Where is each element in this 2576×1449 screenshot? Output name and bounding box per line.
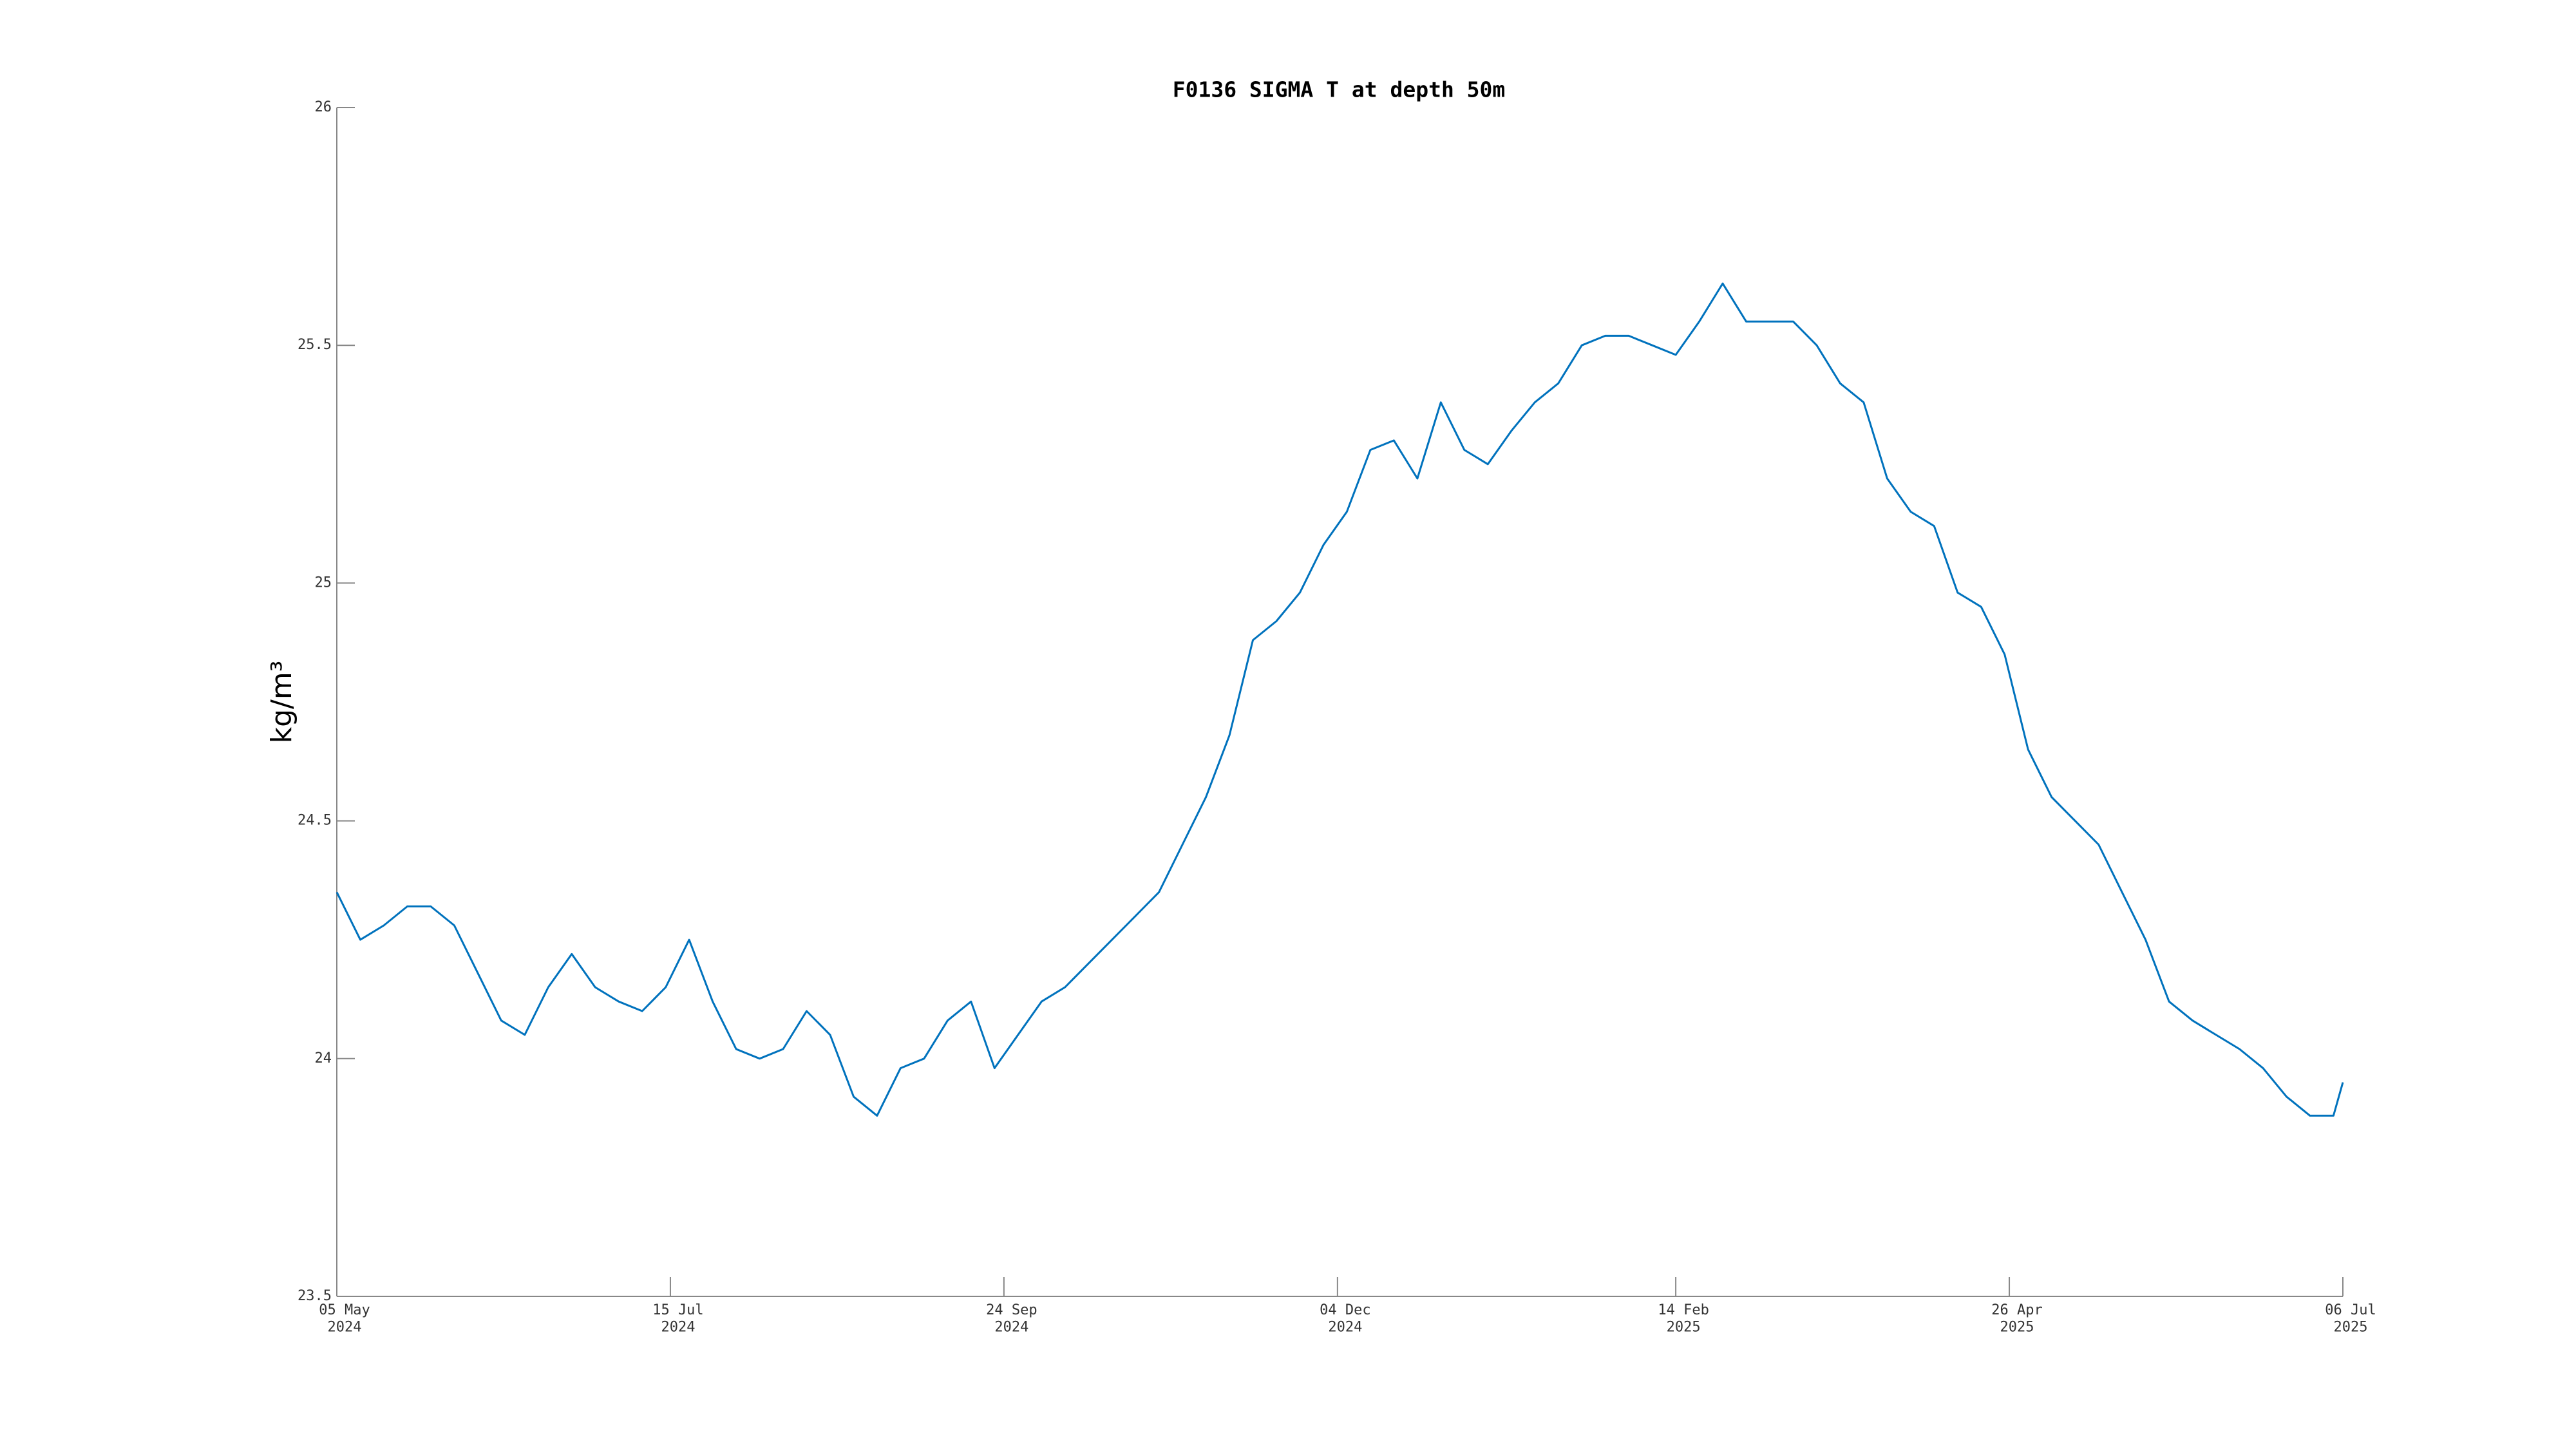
x-tick-label: 26 Apr 2025: [1991, 1302, 2042, 1335]
y-tick-label: 23.5: [298, 1288, 332, 1304]
x-tick-label: 05 May 2024: [319, 1302, 370, 1335]
y-tick-label: 26: [315, 99, 332, 115]
x-tick-label: 04 Dec 2024: [1320, 1302, 1370, 1335]
y-tick-label: 25: [315, 574, 332, 591]
chart-title: F0136 SIGMA T at depth 50m: [1173, 77, 1506, 102]
y-tick-label: 24: [315, 1050, 332, 1066]
x-tick-label: 15 Jul 2024: [652, 1302, 703, 1335]
x-tick-label: 14 Feb 2025: [1658, 1302, 1709, 1335]
y-axis-label: kg/m³: [265, 661, 298, 744]
x-tick-label: 06 Jul 2025: [2325, 1302, 2376, 1335]
y-tick-label: 25.5: [298, 337, 332, 353]
y-tick-label: 24.5: [298, 813, 332, 829]
data-line: [336, 282, 2344, 1117]
x-tick-label: 24 Sep 2024: [986, 1302, 1037, 1335]
